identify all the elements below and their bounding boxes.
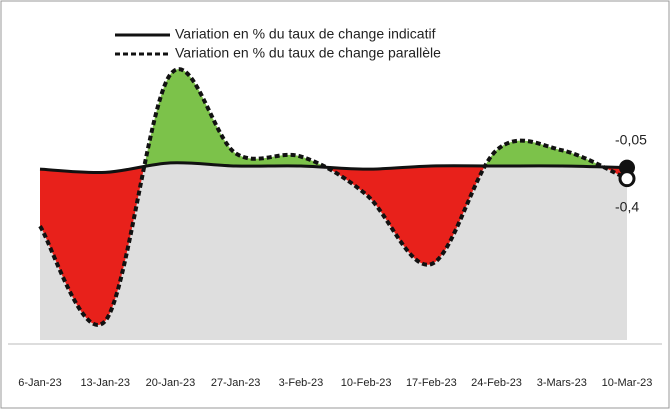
dotted-line [38,67,628,327]
end-label: -0,05 [615,131,647,147]
x-tick-label: 10-Feb-23 [341,377,392,389]
solid-line [39,161,628,175]
legend-label: Variation en % du taux de change indicat… [175,26,436,42]
x-tick-label: 27-Jan-23 [211,377,261,389]
x-tick-label: 3-Feb-23 [279,377,324,389]
x-tick-label: 17-Feb-23 [406,377,457,389]
x-tick-label: 3-Mars-23 [537,377,587,389]
x-tick-label: 6-Jan-23 [18,377,61,389]
x-tick-label: 10-Mar-23 [602,377,653,389]
end-marker [618,170,636,188]
legend-label: Variation en % du taux de change parallè… [175,45,441,61]
gain-area [40,69,627,173]
x-tick-label: 24-Feb-23 [471,377,522,389]
background-area [40,162,627,340]
x-tick-label: 20-Jan-23 [146,377,196,389]
end-label: -0,4 [615,198,639,214]
x-tick-label: 13-Jan-23 [80,377,130,389]
